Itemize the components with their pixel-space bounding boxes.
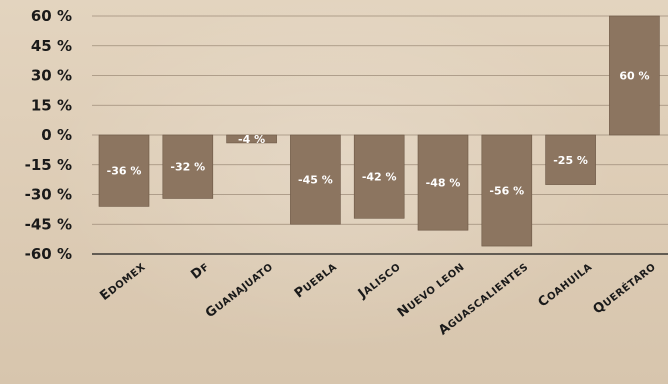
- bar: [417, 134, 469, 231]
- data-label: -56 %: [489, 185, 524, 198]
- y-tick-label: 15 %: [31, 96, 72, 114]
- data-labels: -36 % -32 % -4 % -45 % -42 % -48 % -56 % -25 % 6…: [107, 70, 650, 198]
- y-tick-label: -15 %: [25, 156, 72, 174]
- bar: [353, 134, 405, 219]
- data-label: -36 %: [107, 165, 142, 178]
- bar: [609, 15, 660, 136]
- y-tick-label: 45 %: [31, 37, 72, 55]
- data-label: -4 %: [238, 133, 265, 146]
- x-tick-label: PUEBLA: [292, 259, 340, 301]
- y-axis-tick-labels: 60 % 45 % 30 % 15 % 0 % -15 % -30 % -45 % -60 %: [25, 7, 72, 263]
- data-label: -48 %: [426, 177, 461, 190]
- data-label: -42 %: [362, 171, 397, 184]
- data-label: 60 %: [619, 70, 649, 83]
- bar: [226, 134, 277, 144]
- y-tick-label: -45 %: [25, 215, 72, 233]
- x-tick-label: COAHUILA: [536, 259, 596, 310]
- bar: [481, 134, 533, 247]
- bar: [290, 134, 341, 225]
- y-tick-label: 0 %: [41, 126, 72, 144]
- data-label: -45 %: [298, 174, 333, 187]
- bar: [545, 134, 596, 185]
- y-tick-label: -30 %: [25, 186, 72, 204]
- bar: [162, 134, 214, 199]
- y-tick-label: 30 %: [31, 67, 72, 85]
- x-tick-label: EDOMEX: [97, 259, 148, 304]
- y-tick-label: -60 %: [25, 245, 72, 263]
- x-tick-label: JALISCO: [355, 259, 404, 302]
- x-tick-label: QUERÉTARO: [591, 259, 659, 317]
- x-tick-label: DF: [188, 259, 212, 282]
- x-tick-label: NUEVO LEON: [395, 259, 468, 320]
- x-tick-label: GUANAJUATO: [203, 259, 276, 321]
- data-label: -25 %: [553, 154, 588, 167]
- bar: [98, 134, 150, 207]
- data-label: -32 %: [170, 161, 205, 174]
- y-tick-label: 60 %: [31, 7, 72, 25]
- bars: [98, 15, 660, 247]
